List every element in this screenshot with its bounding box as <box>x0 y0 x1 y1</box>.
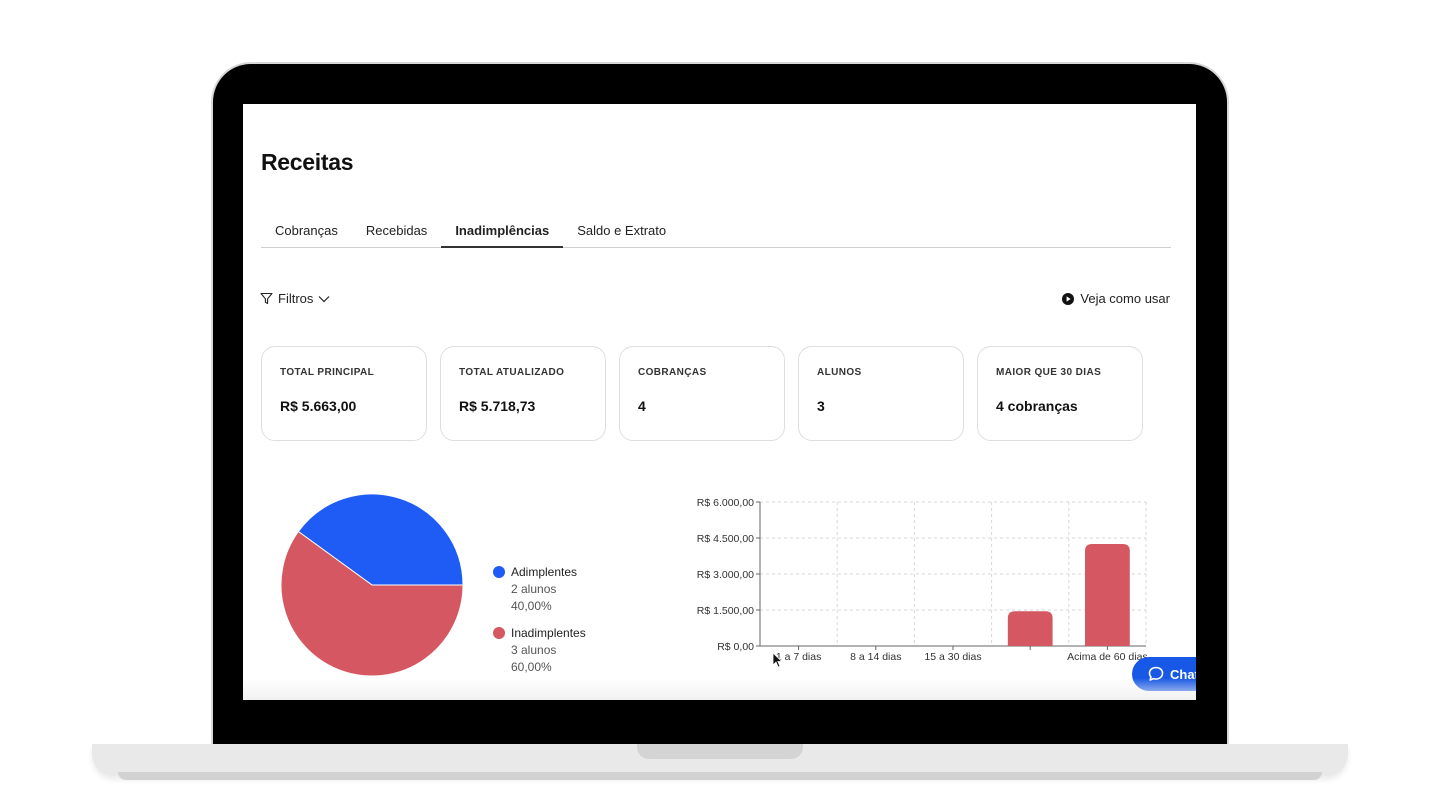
legend-percent: 60,00% <box>511 660 552 674</box>
legend-item-adimplentes: Adimplentes 2 alunos 40,00% <box>493 564 586 615</box>
filters-label: Filtros <box>278 291 314 306</box>
card-value: 3 <box>817 398 825 414</box>
card-cobrancas: COBRANÇAS 4 <box>619 346 785 441</box>
card-value: R$ 5.718,73 <box>459 398 536 414</box>
card-total-atualizado: TOTAL ATUALIZADO R$ 5.718,73 <box>440 346 606 441</box>
bar-4[interactable] <box>1007 611 1053 646</box>
screen: Receitas Cobranças Recebidas Inadimplênc… <box>243 104 1196 700</box>
tab-inadimplencias[interactable]: Inadimplências <box>441 218 564 248</box>
x-tick-label: Acima de 60 dias <box>1067 651 1148 662</box>
page-title: Receitas <box>261 149 354 175</box>
play-circle-icon <box>1062 292 1075 305</box>
summary-cards: TOTAL PRINCIPAL R$ 5.663,00 TOTAL ATUALI… <box>261 346 1143 441</box>
bar-5[interactable] <box>1085 544 1130 646</box>
pie-chart-svg <box>280 493 464 677</box>
y-tick-label: R$ 6.000,00 <box>697 497 754 509</box>
legend-percent: 40,00% <box>511 599 552 613</box>
legend-count: 2 alunos <box>511 582 557 596</box>
legend-name: Inadimplentes <box>511 626 586 640</box>
mouse-cursor-icon <box>772 652 783 668</box>
pie-slice-inadimplentes[interactable] <box>280 530 464 677</box>
legend-item-inadimplentes: Inadimplentes 3 alunos 60,00% <box>493 625 586 676</box>
howto-link[interactable]: Veja como usar <box>1062 291 1170 306</box>
tab-bar: Cobranças Recebidas Inadimplências Saldo… <box>261 218 1171 248</box>
y-tick-label: R$ 0,00 <box>717 641 754 653</box>
card-value: R$ 5.663,00 <box>280 398 357 414</box>
y-tick-label: R$ 1.500,00 <box>697 605 754 617</box>
card-value: 4 <box>638 398 646 414</box>
pie-legend: Adimplentes 2 alunos 40,00% Inadimplente… <box>493 564 586 686</box>
x-tick-label: 1 a 7 dias <box>776 651 822 662</box>
pie-chart <box>280 493 464 677</box>
chevron-down-icon <box>318 295 330 302</box>
card-alunos: ALUNOS 3 <box>798 346 964 441</box>
howto-label: Veja como usar <box>1080 291 1170 306</box>
card-label: ALUNOS <box>817 367 862 378</box>
card-value: 4 cobranças <box>996 398 1078 414</box>
pie-slice-adimplentes[interactable] <box>297 493 464 586</box>
card-label: COBRANÇAS <box>638 367 707 378</box>
laptop-notch <box>637 744 803 759</box>
card-label: TOTAL PRINCIPAL <box>280 367 375 378</box>
bar-chart-svg: R$ 0,00 R$ 1.500,00 R$ 3.000,00 R$ 4.500,00… <box>697 497 1148 663</box>
legend-dot-inadimplentes <box>493 627 505 639</box>
legend-count: 3 alunos <box>511 643 557 657</box>
screen-bottom-fade <box>243 678 1196 700</box>
y-tick-label: R$ 4.500,00 <box>697 533 754 545</box>
bar-chart: R$ 0,00 R$ 1.500,00 R$ 3.000,00 R$ 4.500,00… <box>683 492 1153 663</box>
tab-cobrancas[interactable]: Cobranças <box>275 223 338 238</box>
filters-button[interactable]: Filtros <box>260 291 330 306</box>
card-label: TOTAL ATUALIZADO <box>459 367 565 378</box>
laptop-base-edge <box>118 772 1322 780</box>
card-label: MAIOR QUE 30 DIAS <box>996 367 1102 378</box>
legend-dot-adimplentes <box>493 566 505 578</box>
card-total-principal: TOTAL PRINCIPAL R$ 5.663,00 <box>261 346 427 441</box>
filter-icon <box>260 292 273 305</box>
x-tick-label: 15 a 30 dias <box>924 651 981 662</box>
tab-saldo-extrato[interactable]: Saldo e Extrato <box>577 223 667 238</box>
tab-recebidas[interactable]: Recebidas <box>365 223 428 238</box>
card-maior-30-dias: MAIOR QUE 30 DIAS 4 cobranças <box>977 346 1143 441</box>
x-tick-label: 8 a 14 dias <box>850 651 901 662</box>
chat-label: Chat <box>1170 666 1196 682</box>
legend-name: Adimplentes <box>511 565 578 579</box>
y-tick-label: R$ 3.000,00 <box>697 569 754 581</box>
